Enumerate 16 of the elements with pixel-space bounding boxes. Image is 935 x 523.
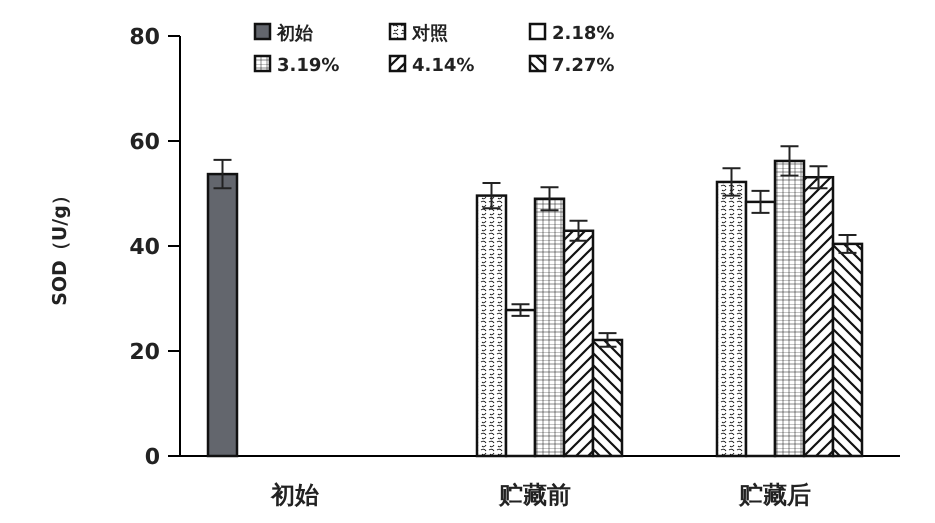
- y-tick-label: 60: [129, 130, 160, 155]
- bar: [206, 172, 238, 458]
- x-tick-label: 贮藏前: [498, 481, 571, 509]
- y-tick-label: 20: [129, 340, 160, 365]
- legend-label: 3.19%: [277, 55, 340, 76]
- y-tick-label: 40: [129, 235, 160, 260]
- y-tick-label: 0: [144, 445, 160, 470]
- legend-label: 初始: [276, 23, 314, 44]
- x-tick-label: 初始: [270, 481, 319, 509]
- legend-label: 2.18%: [552, 23, 614, 44]
- y-tick-label: 80: [129, 25, 160, 50]
- legend-label: 对照: [411, 23, 448, 44]
- legend-label: 4.14%: [412, 55, 474, 76]
- y-axis-title: SOD（U/g）: [49, 186, 71, 306]
- x-tick-label: 贮藏后: [738, 481, 811, 509]
- legend-label: 7.27%: [552, 55, 614, 76]
